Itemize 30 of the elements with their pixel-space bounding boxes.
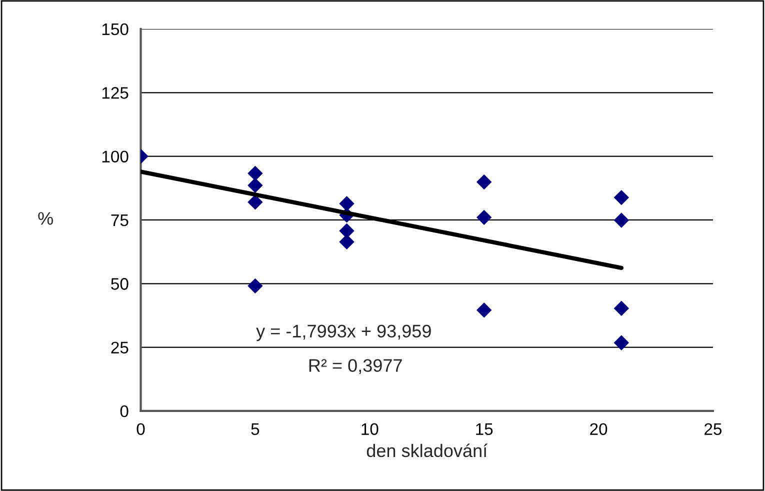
- point: [248, 166, 263, 181]
- x-tick-label: 20: [590, 423, 608, 436]
- point: [248, 178, 263, 193]
- point: [476, 174, 492, 190]
- y-tick-label: 100: [102, 150, 128, 163]
- x-tick-label: 10: [362, 423, 378, 436]
- y-tick-label: 150: [102, 23, 128, 36]
- y-tick-label: 50: [111, 278, 128, 290]
- annotation: y = -1,7993x + 93,959: [256, 324, 431, 342]
- y-tick-label: 25: [111, 342, 128, 354]
- x-tick-label: 15: [476, 423, 493, 436]
- annotation: R² = 0,3977: [309, 359, 402, 374]
- point: [248, 278, 263, 294]
- point: [614, 300, 630, 316]
- point: [614, 190, 630, 206]
- point: [339, 196, 354, 212]
- y-tick-label: 0: [120, 405, 128, 418]
- x-tick-label: 25: [704, 423, 722, 436]
- y-tick-label: 125: [102, 87, 128, 99]
- point: [248, 194, 263, 210]
- point: [476, 302, 492, 318]
- point: [614, 212, 630, 228]
- point: [339, 234, 354, 250]
- point: [476, 210, 492, 226]
- x-tick-label: 0: [136, 423, 145, 436]
- x-axis-title: den skladování: [366, 444, 488, 458]
- y-tick-label: 75: [111, 214, 128, 226]
- x-tick-label: 5: [251, 423, 260, 436]
- y-axis-title: %: [38, 212, 53, 225]
- point: [614, 335, 630, 350]
